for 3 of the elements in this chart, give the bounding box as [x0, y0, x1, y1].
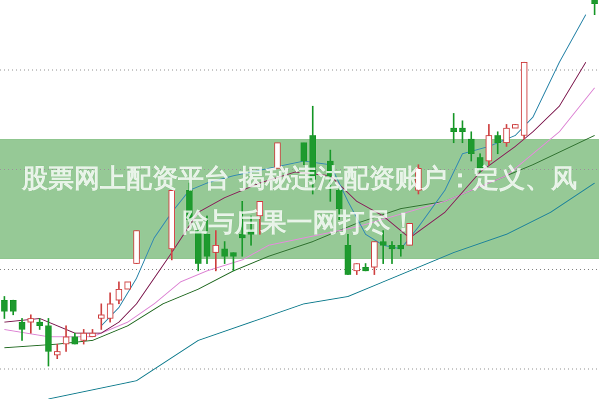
candlestick — [459, 120, 466, 144]
candlestick — [388, 241, 396, 264]
candlestick — [230, 252, 237, 272]
